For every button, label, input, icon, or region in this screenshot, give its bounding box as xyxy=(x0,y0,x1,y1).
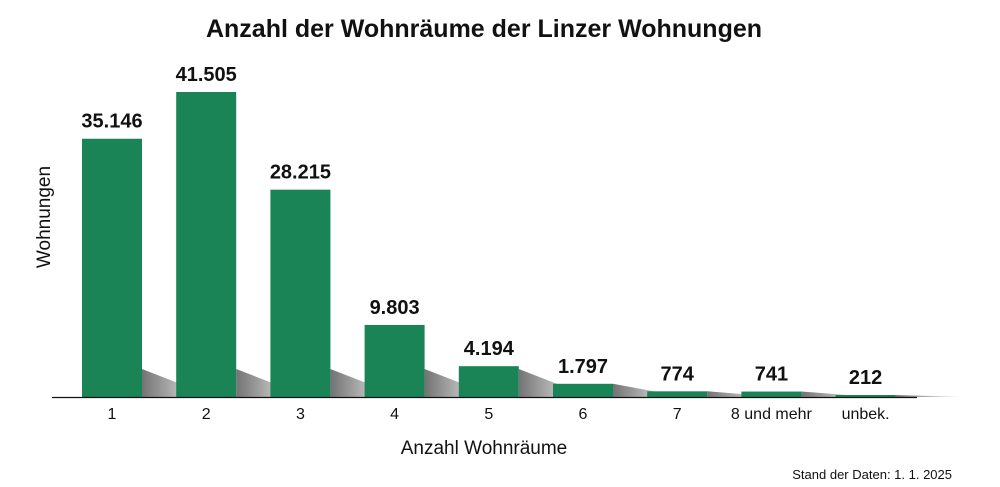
value-label: 741 xyxy=(755,364,788,386)
x-tick-label: 5 xyxy=(484,406,493,423)
x-tick-label: 3 xyxy=(296,406,305,423)
value-label: 41.505 xyxy=(176,64,237,86)
bar-shadow xyxy=(895,395,968,397)
x-tick-label: 1 xyxy=(108,406,117,423)
bar-shadow xyxy=(236,369,309,397)
x-tick-label: 4 xyxy=(390,406,399,423)
bar-7 xyxy=(647,391,708,397)
bar-5 xyxy=(458,366,519,397)
x-tick-label: 6 xyxy=(579,406,588,423)
value-label: 774 xyxy=(661,363,695,385)
x-tick-label: 2 xyxy=(202,406,211,423)
bar-shadow xyxy=(801,391,874,397)
chart-title: Anzahl der Wohnräume der Linzer Wohnunge… xyxy=(206,15,762,43)
value-label: 35.146 xyxy=(81,111,142,133)
value-label: 1.797 xyxy=(558,356,608,378)
bars-group xyxy=(82,92,896,397)
bar-1 xyxy=(82,138,142,397)
bar-unbek xyxy=(835,395,896,397)
x-tick-label: 7 xyxy=(673,406,682,423)
bar-6 xyxy=(553,383,613,397)
value-label: 28.215 xyxy=(270,162,331,184)
x-axis-label: Anzahl Wohnräume xyxy=(401,438,568,459)
bar-3 xyxy=(270,189,331,397)
value-labels-group: 35.146 41.505 28.215 9.803 4.194 1.797 774 741 2… xyxy=(81,64,882,389)
x-tick-label: unbek. xyxy=(842,406,890,423)
y-axis-label: Wohnungen xyxy=(34,166,55,268)
bar-shadow xyxy=(613,383,685,397)
bar-8-und-mehr xyxy=(741,391,802,397)
bar-2 xyxy=(176,92,237,397)
data-footnote: Stand der Daten: 1. 1. 2025 xyxy=(792,467,952,482)
x-tick-labels-group: 1 2 3 4 5 6 7 8 und mehr unbek. xyxy=(108,406,890,423)
value-label: 212 xyxy=(849,367,882,389)
bar-4 xyxy=(364,324,425,397)
value-label: 9.803 xyxy=(370,297,420,319)
value-label: 4.194 xyxy=(464,338,515,360)
x-tick-label: 8 und mehr xyxy=(731,406,813,423)
